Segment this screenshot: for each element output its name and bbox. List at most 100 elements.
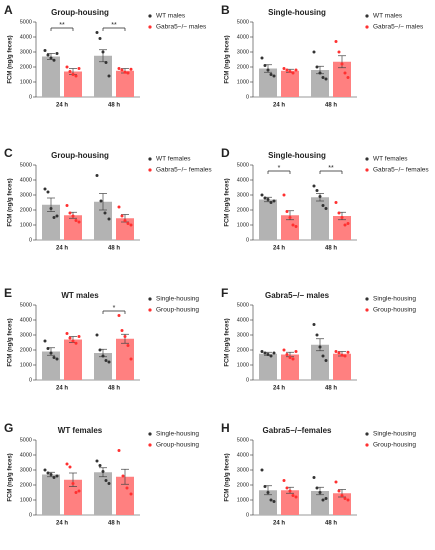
data-point xyxy=(321,204,325,207)
data-point xyxy=(260,468,264,472)
y-tick-label: 0 xyxy=(246,512,249,518)
legend-label: Group-housing xyxy=(156,442,199,449)
legend-label: Single-housing xyxy=(373,296,416,303)
y-tick-label: 2000 xyxy=(237,207,249,213)
bar xyxy=(94,201,112,240)
bar xyxy=(259,199,277,240)
y-tick-label: 3000 xyxy=(20,332,32,338)
data-point xyxy=(346,498,350,502)
panel-title: Group-housing xyxy=(51,151,109,160)
y-tick-label: 2000 xyxy=(20,207,32,213)
y-tick-label: 5000 xyxy=(20,19,32,25)
data-point xyxy=(288,489,292,493)
x-tick-label: 24 h xyxy=(273,246,285,252)
data-point xyxy=(294,225,298,228)
data-point xyxy=(107,74,111,78)
data-point xyxy=(126,344,130,347)
bar xyxy=(42,474,60,515)
data-point xyxy=(65,462,69,466)
y-tick-label: 0 xyxy=(246,94,249,100)
y-tick-label: 1000 xyxy=(20,79,32,85)
y-tick-label: 4000 xyxy=(237,452,249,458)
x-tick-label: 24 h xyxy=(56,386,68,392)
legend-label: Single-housing xyxy=(373,431,416,438)
y-tick-label: 3000 xyxy=(237,49,249,55)
y-tick-label: 3000 xyxy=(20,49,32,55)
data-point xyxy=(117,67,121,70)
significance-label: * xyxy=(278,165,281,172)
significance-label: ** xyxy=(111,22,117,29)
y-tick-label: 4000 xyxy=(237,317,249,323)
bar xyxy=(333,216,351,240)
data-point xyxy=(324,207,328,210)
data-point xyxy=(117,205,121,209)
legend-marker xyxy=(148,443,152,447)
legend-label: Group-housing xyxy=(156,307,199,314)
x-tick-label: 24 h xyxy=(273,386,285,392)
data-point xyxy=(269,201,273,204)
legend-marker xyxy=(365,168,369,172)
legend-label: WT females xyxy=(373,156,408,163)
bar xyxy=(64,71,82,97)
y-tick-label: 5000 xyxy=(20,437,32,443)
bar xyxy=(333,353,351,380)
y-tick-label: 1000 xyxy=(237,79,249,85)
y-tick-label: 1000 xyxy=(237,362,249,368)
legend-label: Single-housing xyxy=(156,296,199,303)
y-axis-title: FCM (ng/g feces) xyxy=(225,178,231,226)
data-point xyxy=(43,49,47,52)
data-point xyxy=(120,329,124,332)
data-point xyxy=(315,486,319,490)
data-point xyxy=(272,500,276,503)
data-point xyxy=(315,65,319,69)
data-point xyxy=(103,211,107,215)
data-point xyxy=(312,323,316,326)
data-point xyxy=(74,491,78,494)
data-point xyxy=(65,332,69,335)
data-point xyxy=(65,204,69,207)
y-axis-title: FCM (ng/g feces) xyxy=(8,318,14,366)
data-point xyxy=(294,495,298,499)
data-point xyxy=(291,223,295,227)
significance-label: * xyxy=(113,305,116,312)
data-point xyxy=(104,359,108,362)
bar xyxy=(311,70,329,97)
y-axis-title: FCM (ng/g feces) xyxy=(225,318,231,366)
y-tick-label: 4000 xyxy=(237,34,249,40)
legend-marker xyxy=(148,168,152,172)
x-tick-label: 24 h xyxy=(273,521,285,527)
legend-marker xyxy=(365,14,369,18)
y-tick-label: 1000 xyxy=(237,222,249,228)
data-point xyxy=(77,220,81,224)
bar xyxy=(281,354,299,380)
data-point xyxy=(343,497,347,500)
y-tick-label: 3000 xyxy=(237,332,249,338)
bar xyxy=(333,61,351,97)
data-point xyxy=(315,189,319,192)
y-tick-label: 5000 xyxy=(237,302,249,308)
data-point xyxy=(312,476,316,479)
data-point xyxy=(52,216,56,219)
panel-title: Gabra5−/− males xyxy=(265,291,330,300)
data-point xyxy=(346,76,350,79)
bar xyxy=(116,218,134,240)
legend-label: Gabra5−/− males xyxy=(373,24,424,31)
data-point xyxy=(43,187,47,191)
data-point xyxy=(282,193,286,197)
data-point xyxy=(321,498,325,502)
data-point xyxy=(68,211,72,215)
data-point xyxy=(321,354,325,358)
data-point xyxy=(52,58,56,62)
data-point xyxy=(55,214,59,218)
data-point xyxy=(74,219,78,222)
data-point xyxy=(55,474,59,478)
bar xyxy=(311,491,329,515)
y-axis-title: FCM (ng/g feces) xyxy=(225,453,231,501)
data-point xyxy=(107,217,111,221)
panel-label: G xyxy=(4,421,13,435)
data-point xyxy=(272,199,276,203)
panel-title: Single-housing xyxy=(268,151,326,160)
data-point xyxy=(260,193,264,197)
data-point xyxy=(68,465,72,469)
panel-label: B xyxy=(221,3,230,17)
